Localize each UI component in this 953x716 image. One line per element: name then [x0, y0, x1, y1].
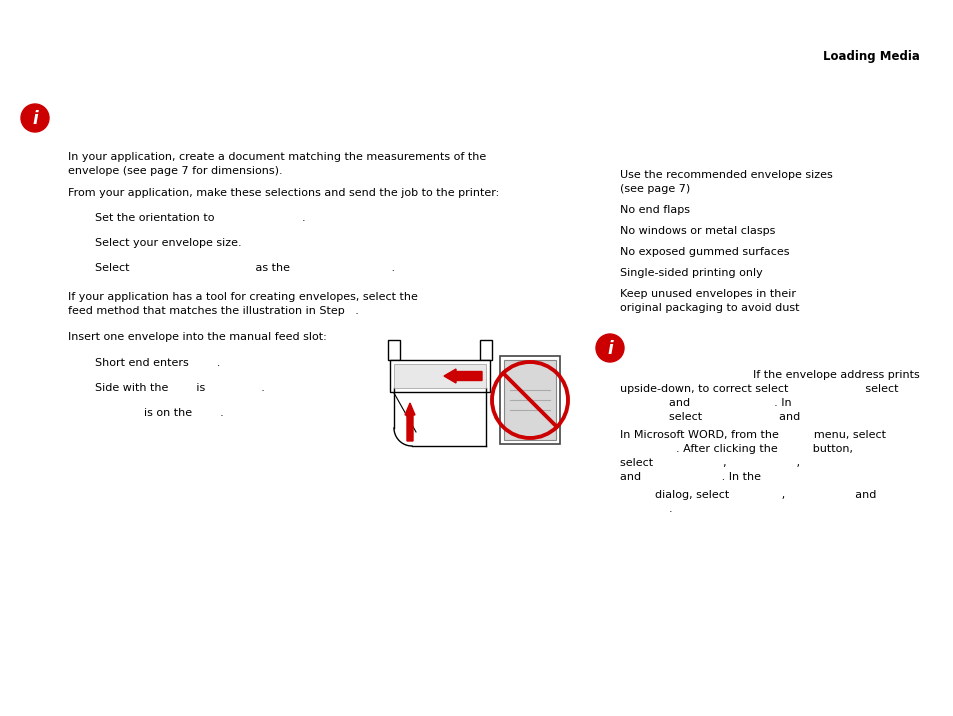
Text: select                      and: select and	[619, 412, 800, 422]
Text: (see page 7): (see page 7)	[619, 184, 690, 194]
Circle shape	[21, 104, 49, 132]
Text: envelope (see page 7 for dimensions).: envelope (see page 7 for dimensions).	[68, 166, 282, 176]
Text: No windows or metal clasps: No windows or metal clasps	[619, 226, 775, 236]
Text: . After clicking the          button,: . After clicking the button,	[619, 444, 852, 454]
Text: original packaging to avoid dust: original packaging to avoid dust	[619, 303, 799, 313]
Text: i: i	[606, 340, 612, 358]
Text: If your application has a tool for creating envelopes, select the: If your application has a tool for creat…	[68, 292, 417, 302]
Bar	[394, 364, 485, 388]
Text: Single-sided printing only: Single-sided printing only	[619, 268, 762, 278]
Text: Short end enters        .: Short end enters .	[95, 358, 220, 368]
Text: and                        . In: and . In	[619, 398, 791, 408]
Text: Use the recommended envelope sizes: Use the recommended envelope sizes	[619, 170, 832, 180]
Text: Loading Media: Loading Media	[822, 50, 919, 63]
Bar	[479, 340, 492, 360]
Text: Keep unused envelopes in their: Keep unused envelopes in their	[619, 289, 795, 299]
Bar	[499, 356, 559, 444]
Text: Select                                    as the                             .: Select as the .	[95, 263, 395, 273]
Text: Set the orientation to                         .: Set the orientation to .	[95, 213, 305, 223]
Circle shape	[596, 334, 623, 362]
Bar	[390, 360, 490, 392]
Text: No end flaps: No end flaps	[619, 205, 689, 215]
Text: From your application, make these selections and send the job to the printer:: From your application, make these select…	[68, 188, 498, 198]
Text: Side with the        is                .: Side with the is .	[95, 383, 265, 393]
Text: and                       . In the: and . In the	[619, 472, 760, 482]
Bar	[503, 360, 556, 440]
Text: Select your envelope size.: Select your envelope size.	[95, 238, 241, 248]
Text: feed method that matches the illustration in Step   .: feed method that matches the illustratio…	[68, 306, 358, 316]
Text: is on the        .: is on the .	[95, 408, 224, 418]
FancyArrow shape	[443, 369, 481, 383]
Text: If the envelope address prints: If the envelope address prints	[753, 370, 919, 380]
Text: No exposed gummed surfaces: No exposed gummed surfaces	[619, 247, 789, 257]
Bar	[388, 340, 399, 360]
Text: .: .	[619, 504, 672, 514]
Text: select                    ,                    ,: select , ,	[619, 458, 800, 468]
Text: Insert one envelope into the manual feed slot:: Insert one envelope into the manual feed…	[68, 332, 327, 342]
FancyArrow shape	[405, 403, 415, 441]
Text: In Microsoft WORD, from the          menu, select: In Microsoft WORD, from the menu, select	[619, 430, 885, 440]
Text: i: i	[32, 110, 38, 128]
Text: dialog, select               ,                    and: dialog, select , and	[619, 490, 876, 500]
Text: upside-down, to correct select                      select: upside-down, to correct select select	[619, 384, 898, 394]
Text: In your application, create a document matching the measurements of the: In your application, create a document m…	[68, 152, 486, 162]
